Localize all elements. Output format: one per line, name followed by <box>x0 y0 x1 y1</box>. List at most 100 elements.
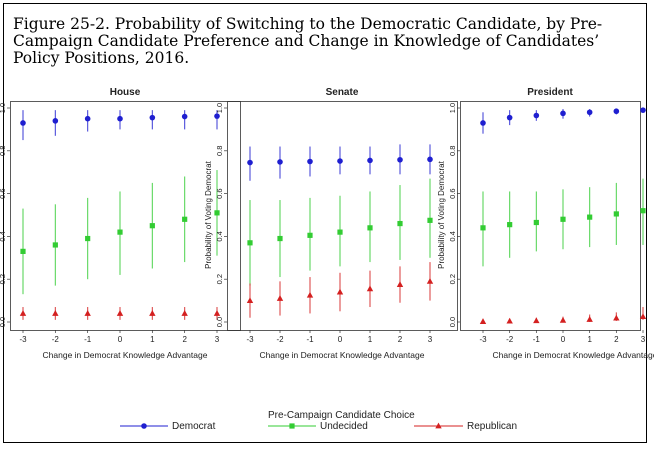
data-point <box>306 291 314 298</box>
data-point <box>84 310 91 316</box>
x-tick-label: -2 <box>276 335 284 344</box>
data-point <box>479 318 487 324</box>
data-point <box>84 115 91 122</box>
y-tick-label: 0.0 <box>0 317 7 327</box>
series-republican <box>19 307 221 320</box>
panel-title: President <box>527 87 573 98</box>
data-point <box>337 158 343 164</box>
x-axis-label: Change in Democrat Knowledge Advantage <box>260 350 425 360</box>
data-point <box>366 285 374 292</box>
data-point <box>559 316 567 323</box>
data-point <box>307 232 313 238</box>
data-point <box>213 310 221 316</box>
data-point <box>480 120 486 126</box>
data-point <box>85 235 91 242</box>
data-point <box>19 310 27 316</box>
data-point <box>586 316 593 322</box>
x-tick-label: 2 <box>182 335 187 344</box>
series-democrat <box>20 110 220 141</box>
data-point <box>117 115 123 122</box>
y-tick-label: 0.0 <box>215 317 224 327</box>
legend-label-democrat: Democrat <box>172 421 216 432</box>
data-point <box>506 317 513 324</box>
x-tick-label: -3 <box>246 335 254 344</box>
x-tick-label: 2 <box>614 335 619 344</box>
data-point <box>639 313 647 320</box>
x-tick-label: 0 <box>118 335 123 344</box>
data-point <box>506 114 513 121</box>
series-democrat <box>480 107 646 134</box>
x-tick-label: -2 <box>506 335 514 344</box>
y-tick-label: 0.4 <box>448 231 457 241</box>
legend <box>120 422 463 429</box>
x-tick-label: 0 <box>561 335 566 344</box>
data-point <box>533 317 540 324</box>
data-point <box>277 159 283 165</box>
data-point <box>533 219 539 226</box>
x-tick-label: 3 <box>215 335 220 344</box>
data-point <box>480 225 486 231</box>
data-point <box>367 225 373 231</box>
x-tick-label: -2 <box>52 335 60 344</box>
x-tick-label: -3 <box>19 335 27 344</box>
plot-box <box>227 101 458 331</box>
data-point <box>367 157 373 164</box>
y-tick-label: 1.0 <box>0 103 7 113</box>
data-point <box>560 216 566 222</box>
chart-panel-president: President 0.0 0.2 0.4 0.6 0.8 1.0 Probability o… <box>437 87 654 360</box>
data-point <box>149 223 155 229</box>
data-point <box>507 222 513 228</box>
data-point <box>587 214 593 220</box>
data-point <box>149 310 156 316</box>
data-point <box>214 113 220 119</box>
data-point <box>214 210 220 216</box>
x-tick-label: 3 <box>428 335 433 344</box>
y-tick-label: 0.8 <box>215 146 224 156</box>
y-axis-label: Probability of Voting Democrat <box>437 160 446 268</box>
panel-title: Senate <box>326 87 359 98</box>
data-point <box>533 112 540 119</box>
figure-caption: Figure 25-2. Probability of Switching to… <box>13 15 603 67</box>
data-point <box>181 310 188 316</box>
y-tick-label: 0.0 <box>448 317 457 327</box>
x-tick-label: -1 <box>306 335 314 344</box>
y-tick-label: 0.8 <box>448 146 457 156</box>
plot-box <box>10 101 241 331</box>
chart-panel-house: House 0.0 0.2 0.4 0.6 0.8 1.0 Probability of Vo… <box>0 87 241 360</box>
legend-title: Pre-Campaign Candidate Choice <box>268 410 415 421</box>
y-tick-label: 1.0 <box>448 103 457 113</box>
data-point <box>247 240 253 246</box>
data-point <box>640 107 646 113</box>
legend-label-republican: Republican <box>467 421 518 432</box>
y-tick-label: 0.2 <box>0 274 7 284</box>
plot-box <box>460 101 641 331</box>
x-axis-label: Change in Democrat Knowledge Advantage <box>493 350 654 360</box>
y-tick-label: 0.6 <box>0 188 7 198</box>
series-undecided <box>247 178 433 286</box>
x-axis-label: Change in Democrat Knowledge Advantage <box>43 350 208 360</box>
x-tick-label: 1 <box>368 335 373 344</box>
series-democrat <box>247 144 433 181</box>
x-tick-label: 0 <box>338 335 343 344</box>
data-point <box>52 310 59 316</box>
data-point <box>276 295 284 301</box>
data-point <box>586 109 593 116</box>
y-axis-label: Probability of Voting Democrat <box>204 160 213 268</box>
data-point <box>52 242 58 248</box>
data-point <box>337 229 343 235</box>
x-tick-label: 1 <box>587 335 592 344</box>
data-point <box>117 229 123 235</box>
series-republican <box>479 307 647 324</box>
y-tick-label: 0.2 <box>215 274 224 284</box>
x-tick-label: -3 <box>479 335 487 344</box>
x-tick-label: -1 <box>533 335 541 344</box>
data-point <box>613 108 620 115</box>
panel-title: House <box>110 87 141 98</box>
figure-frame: Figure 25-2. Probability of Switching to… <box>3 3 647 443</box>
data-point <box>427 217 433 223</box>
data-point <box>20 120 26 126</box>
data-point <box>613 211 619 217</box>
data-point <box>336 288 344 295</box>
legend-label-undecided: Undecided <box>320 421 368 432</box>
y-tick-label: 1.0 <box>215 103 224 113</box>
